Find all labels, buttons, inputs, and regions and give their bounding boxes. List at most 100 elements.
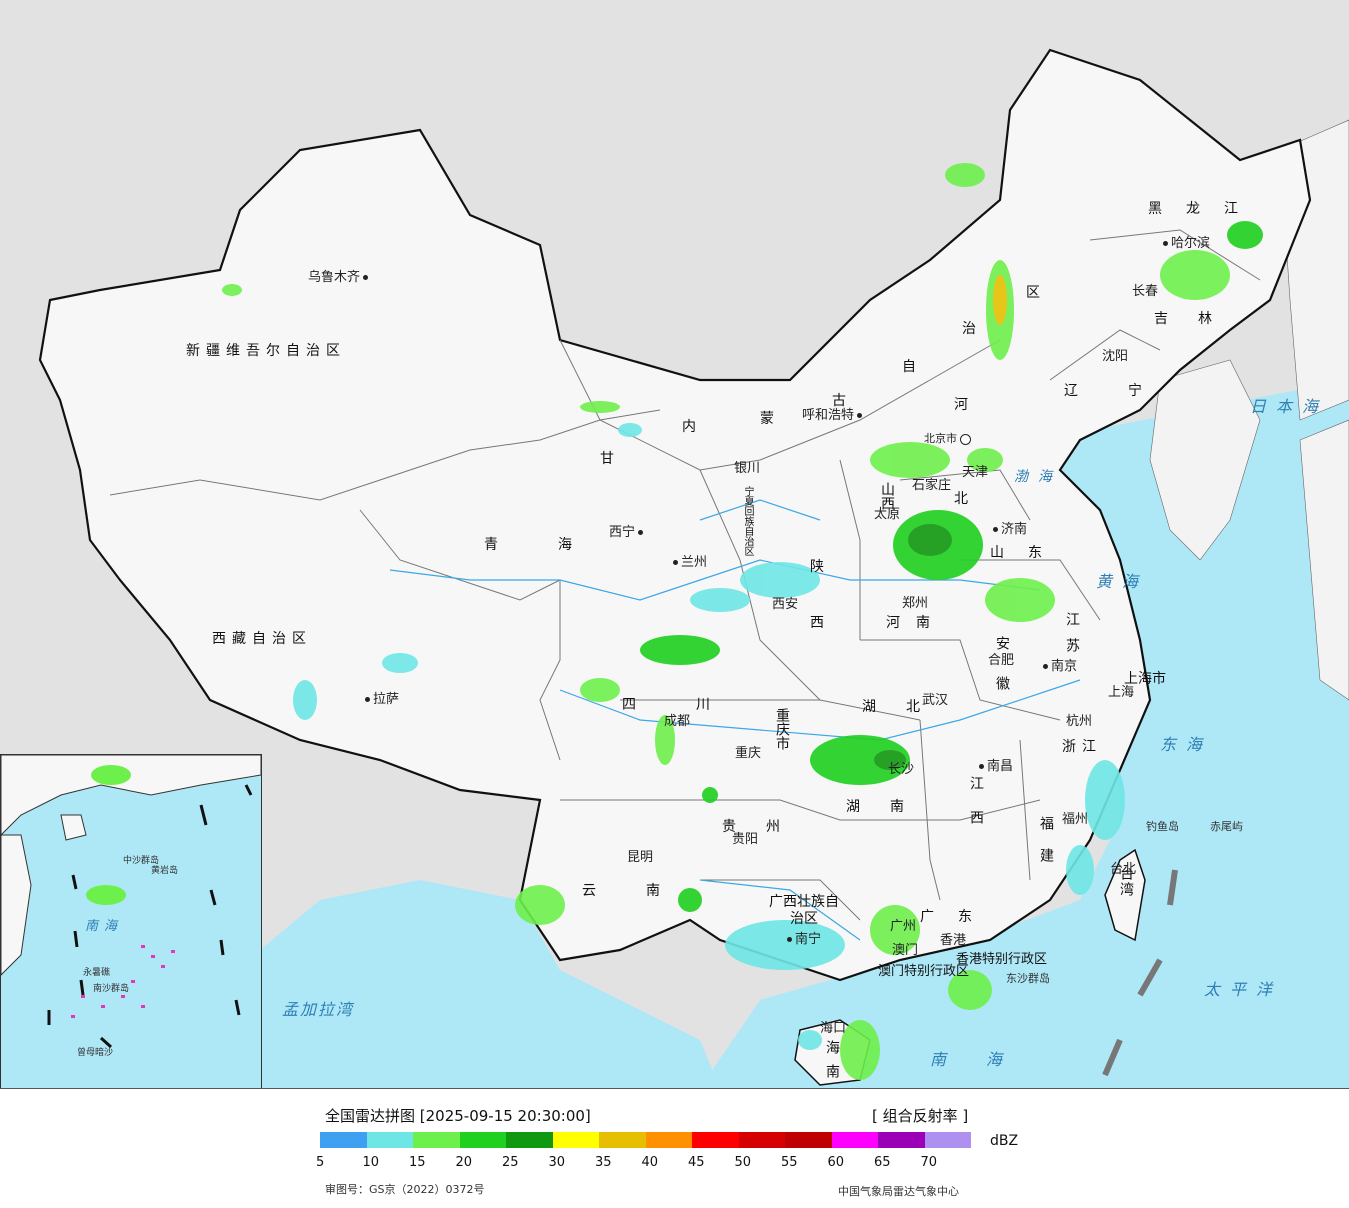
- province-label: 黑龙江: [1148, 201, 1262, 217]
- island-label-yongshu: 永暑礁: [83, 968, 111, 978]
- legend-tick-label: 5: [316, 1155, 325, 1170]
- legend-tick-label: 30: [548, 1155, 566, 1170]
- province-label: 甘: [600, 451, 614, 467]
- sea-label-bengal: 孟加拉湾: [282, 1000, 355, 1019]
- province-label: 四川: [622, 697, 770, 713]
- legend-swatch: [366, 1132, 413, 1148]
- legend-tick-label: 45: [688, 1155, 705, 1170]
- province-label: 江西: [968, 776, 984, 844]
- city-label-beijing: 北京市: [924, 432, 974, 446]
- approval-number: 审图号：GS京（2022）0372号: [325, 1183, 485, 1196]
- city-label-guiyang: 贵阳: [732, 832, 759, 847]
- province-label: 辽宁: [1064, 383, 1192, 399]
- province-label: 区: [1026, 285, 1040, 301]
- province-label: 湖南: [846, 799, 934, 815]
- legend-swatch: [878, 1132, 925, 1148]
- province-label: 陕: [810, 559, 824, 575]
- city-label-hefei: 合肥: [988, 653, 1015, 668]
- city-label-zhengzhou: 郑州: [902, 596, 929, 611]
- legend-title: 全国雷达拼图 [2025-09-15 20:30:00]: [325, 1107, 591, 1125]
- province-label: 台湾: [1118, 866, 1134, 898]
- city-label-hongkong: 香港: [940, 933, 967, 948]
- city-label-jinan: 济南: [990, 523, 1027, 537]
- city-label-lhasa: 拉萨: [362, 693, 399, 707]
- south-china-sea-inset: 中沙群岛 黄岩岛 永暑礁 南沙群岛 曾母暗沙 南海: [0, 754, 262, 1088]
- province-label: 澳门特别行政区: [878, 964, 970, 979]
- province-label: 北: [954, 491, 968, 507]
- province-label: 宁夏回族自治区: [742, 486, 753, 556]
- city-dot-icon: [365, 697, 370, 702]
- island-label-chiwei: 赤尾屿: [1210, 820, 1243, 833]
- province-label: 西藏自治区: [212, 631, 312, 647]
- island-label-huangyan: 黄岩岛: [151, 866, 179, 876]
- city-label-kunming: 昆明: [627, 850, 654, 865]
- province-label: 古: [832, 393, 846, 409]
- city-label-hohhot: 呼和浩特: [802, 409, 865, 423]
- legend-swatch: [692, 1132, 739, 1148]
- city-dot-icon: [993, 527, 998, 532]
- province-label: 山东: [990, 545, 1066, 561]
- province-label: 蒙: [760, 411, 774, 427]
- province-label: 治: [962, 321, 976, 337]
- legend-tick-label: 70: [920, 1155, 938, 1170]
- province-label: 青海: [484, 537, 632, 553]
- inset-map-shape: [1, 755, 261, 1049]
- city-label-lanzhou: 兰州: [670, 556, 707, 570]
- city-label-urumqi: 乌鲁木齐: [308, 271, 371, 285]
- province-label: 广东: [920, 909, 996, 925]
- legend-swatch: [552, 1132, 599, 1148]
- city-dot-icon: [673, 560, 678, 565]
- city-label-nanchang: 南昌: [976, 760, 1013, 774]
- province-label: 广西壮族自治区: [769, 894, 839, 927]
- china-outline-map: [38, 48, 1349, 1088]
- source-attribution: 中国气象局雷达气象中心: [838, 1185, 959, 1198]
- color-scale-bar: [320, 1132, 971, 1148]
- inset-sea-label: 南海: [85, 919, 124, 934]
- legend-tick-label: 50: [734, 1155, 752, 1170]
- legend-tick-label: 40: [641, 1155, 659, 1170]
- city-label-fuzhou: 福州: [1062, 812, 1089, 827]
- city-label-taipei: 台北: [1110, 862, 1137, 877]
- province-label: 河: [954, 397, 968, 413]
- legend-panel: 全国雷达拼图 [2025-09-15 20:30:00] [ 组合反射率 ] d…: [0, 1089, 1349, 1208]
- province-label: 重庆市: [774, 708, 790, 750]
- legend-swatch: [785, 1132, 832, 1148]
- province-label: 海南: [824, 1040, 840, 1088]
- city-label-taiyuan: 太原: [874, 507, 901, 522]
- city-label-xining: 西宁: [609, 526, 646, 540]
- island-label-diaoyu: 钓鱼岛: [1146, 820, 1179, 833]
- legend-swatch: [506, 1132, 553, 1148]
- legend-unit: dBZ: [990, 1133, 1019, 1149]
- province-label: 浙江: [1062, 739, 1102, 755]
- city-label-chengdu: 成都: [664, 714, 691, 729]
- radar-map[interactable]: 新疆维吾尔自治区 西藏自治区 青海 甘 内 蒙 古 自 治 区 黑龙江 吉林 辽…: [0, 0, 1349, 1089]
- legend-swatch: [831, 1132, 878, 1148]
- city-label-shenyang: 沈阳: [1102, 349, 1129, 364]
- legend-swatch: [320, 1132, 367, 1148]
- sea-label-bohai: 渤海: [1014, 469, 1062, 485]
- city-label-nanjing: 南京: [1040, 660, 1077, 674]
- island-label-zengmu: 曾母暗沙: [77, 1048, 114, 1058]
- province-label: 内: [682, 419, 696, 435]
- legend-tick-label: 65: [874, 1155, 891, 1170]
- sea-label-japan: 日本海: [1250, 397, 1329, 416]
- city-label-yinchuan: 银川: [734, 461, 761, 476]
- legend-mode: [ 组合反射率 ]: [872, 1107, 969, 1125]
- province-label: 福建: [1038, 816, 1054, 880]
- island-label-nansha: 南沙群岛: [93, 984, 130, 994]
- sea-label-south: 南海: [930, 1050, 1043, 1069]
- sea-label-yellow: 黄海: [1096, 572, 1149, 591]
- city-label-xian: 西安: [772, 597, 799, 612]
- city-label-shanghai: 上海: [1108, 685, 1135, 700]
- capital-icon: [960, 433, 971, 445]
- province-label: 自: [902, 359, 916, 375]
- province-label: 江苏: [1064, 612, 1080, 664]
- city-label-changchun: 长春: [1132, 284, 1159, 299]
- city-dot-icon: [1043, 664, 1048, 669]
- legend-swatch: [459, 1132, 506, 1148]
- legend-tick-label: 15: [409, 1155, 426, 1170]
- legend-swatch: [599, 1132, 646, 1148]
- legend-swatch: [413, 1132, 460, 1148]
- province-label: 湖北: [862, 699, 950, 715]
- legend-tick-label: 55: [781, 1155, 798, 1170]
